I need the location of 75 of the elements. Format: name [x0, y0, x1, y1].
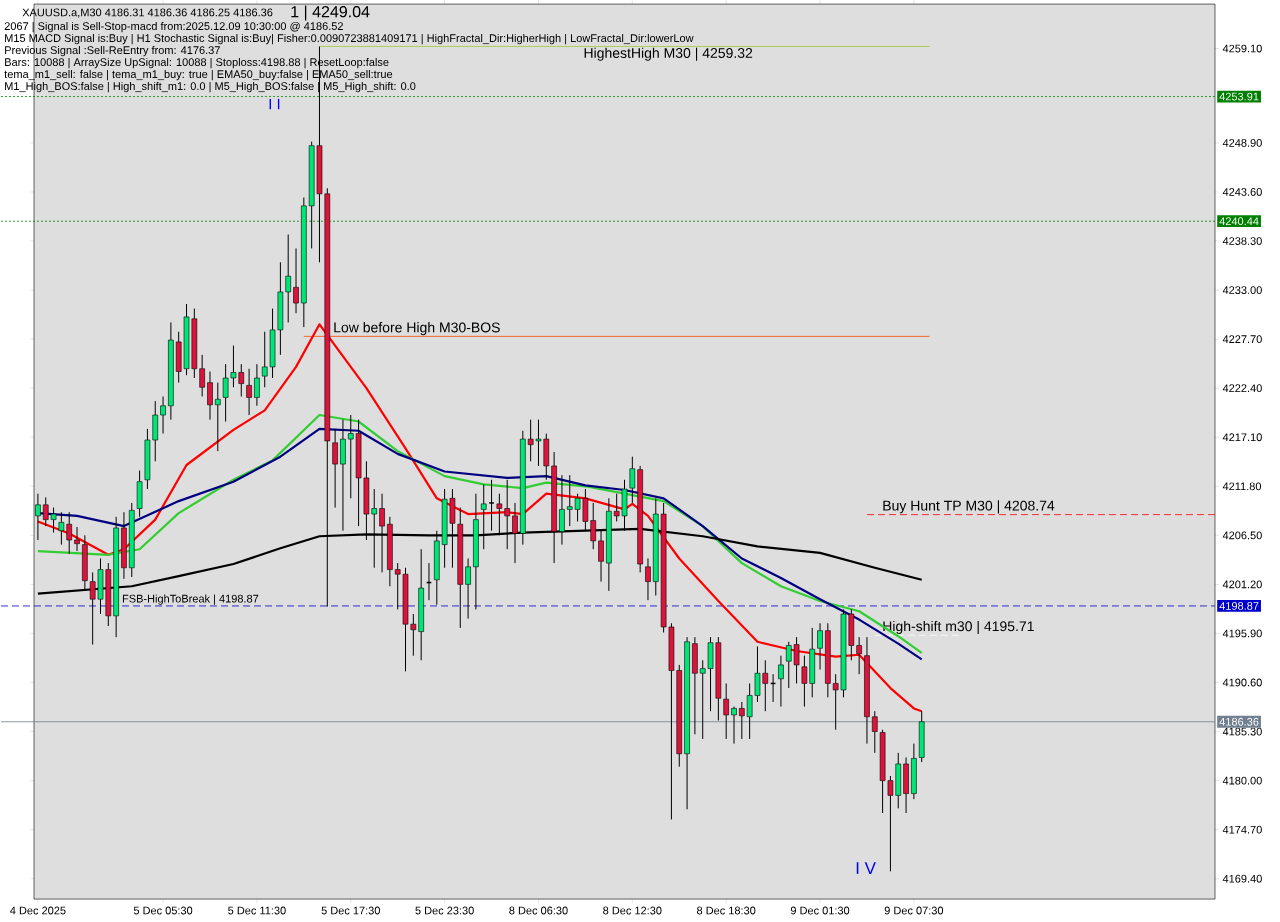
ref-line-label: 4186.36 — [1219, 717, 1259, 726]
candlestick — [340, 419, 346, 532]
y-tick-label: 4206.50 — [1222, 531, 1262, 540]
ref-line-label: Low before High M30-BOS — [334, 322, 500, 336]
y-tick-label: 4222.40 — [1222, 384, 1262, 393]
ref-line-label: 4240.44 — [1219, 217, 1259, 226]
candlestick — [684, 636, 690, 810]
candlestick — [332, 428, 338, 509]
y-tick-label: 4243.60 — [1222, 188, 1262, 196]
candlestick — [488, 479, 495, 532]
candlestick — [911, 743, 917, 800]
candlestick — [246, 368, 252, 416]
y-tick-label: 4169.40 — [1222, 874, 1262, 883]
x-tick-label: 5 Dec 11:30 — [228, 906, 286, 915]
x-tick-label: 4 Dec 2025 — [10, 906, 66, 915]
candlestick — [74, 526, 80, 552]
candlestick — [136, 470, 143, 518]
y-tick-label: 4174.70 — [1222, 825, 1262, 834]
x-tick-label: 8 Dec 12:30 — [603, 906, 662, 915]
annotation: M1_High_BOS:false | High_shift_m1: 0.0 | M5_High_BOS:false | M5_High_shift: 0.0 — [5, 81, 416, 93]
y-tick-label: 4259.10 — [1222, 44, 1262, 53]
ref-line-label: FSB-HighToBreak | 4198.87 — [122, 594, 259, 605]
candlestick — [856, 636, 862, 675]
candlestick — [82, 534, 88, 592]
annotation: I I — [269, 98, 280, 110]
candlestick — [168, 321, 174, 421]
candlestick — [723, 682, 729, 740]
candlestick — [128, 502, 135, 578]
text: 4198.87 — [1219, 602, 1259, 610]
candlestick — [864, 636, 870, 745]
x-tick-label: 5 Dec 05:30 — [133, 906, 193, 915]
candlestick — [645, 557, 651, 601]
candlestick — [778, 655, 784, 708]
ref-line-label: HighestHigh M30 | 4259.32 — [584, 47, 753, 61]
x-tick-label: 8 Dec 18:30 — [696, 906, 756, 915]
x-tick-label: 5 Dec 23:30 — [415, 906, 474, 915]
ref-line-label: 4253.91 — [1219, 92, 1259, 101]
annotation: I V — [856, 862, 876, 874]
candlestick — [731, 706, 737, 745]
annotation: 1 | 4249.04 — [291, 5, 370, 21]
candlestick — [160, 395, 166, 434]
x-tick-label: 9 Dec 07:30 — [884, 906, 944, 915]
annotation: Previous Signal :Sell-ReEntry from: 4176.37 — [5, 45, 220, 57]
y-tick-label: 4190.60 — [1222, 678, 1262, 687]
candlestick — [418, 548, 424, 661]
candlestick — [465, 557, 471, 620]
candlestick — [692, 636, 698, 735]
ref-line-label: Buy Hunt TP M30 | 4208.74 — [883, 500, 1055, 514]
candlestick — [903, 756, 909, 814]
chart-title: XAUUSD.a,M30 4186.31 4186.36 4186.25 4186.36 — [22, 8, 273, 18]
candlestick — [199, 354, 205, 397]
y-tick-label: 4227.70 — [1222, 335, 1262, 343]
y-tick-label: 4195.90 — [1222, 629, 1262, 638]
y-tick-label: 4211.80 — [1222, 482, 1262, 491]
y-tick-label: 4217.10 — [1222, 433, 1262, 442]
y-tick-label: 4185.30 — [1222, 727, 1262, 736]
y-tick-label: 4180.00 — [1222, 776, 1262, 785]
candlestick — [207, 370, 213, 421]
y-tick-label: 4201.20 — [1222, 580, 1262, 589]
candlestick — [825, 622, 831, 698]
candlestick — [598, 530, 604, 583]
annotation: M15 MACD Signal is:Buy | H1 Stochastic Signal is:Buy| Fisher:0.0090723881409171 | HighFractal_Dir:HigherHigh | LowFractal_Dir:lowerLow — [5, 33, 694, 45]
annotation: 2067 | Signal is Sell-Stop-macd from:2025.12.09 10:30:00 @ 4186.52 — [4, 21, 343, 33]
candlestick — [293, 247, 299, 314]
ref-line-label: High-shift m30 | 4195.71 — [883, 620, 1034, 634]
x-tick-label: 5 Dec 17:30 — [321, 906, 380, 915]
candlestick — [121, 511, 127, 580]
candlestick — [817, 622, 823, 671]
y-tick-label: 4233.00 — [1222, 286, 1262, 294]
x-tick-label: 9 Dec 01:30 — [790, 906, 850, 915]
y-tick-label: 4238.30 — [1222, 237, 1262, 245]
x-tick-label: 8 Dec 06:30 — [509, 906, 568, 915]
candlestick — [215, 382, 221, 452]
y-tick-label: 4248.90 — [1222, 139, 1262, 147]
candlestick — [254, 363, 260, 407]
